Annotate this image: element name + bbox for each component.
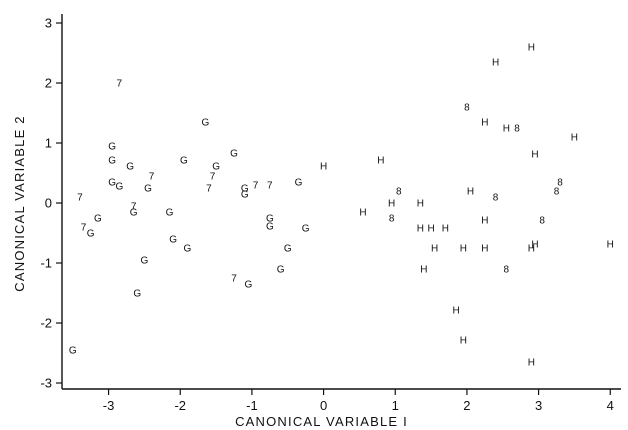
data-point-8: 8 (464, 103, 470, 114)
x-tick-label: 2 (463, 398, 470, 413)
data-point-G: G (130, 208, 138, 219)
data-point-7: 7 (117, 79, 123, 90)
x-tick-label: -2 (174, 398, 186, 413)
data-point-H: H (571, 133, 578, 144)
data-point-G: G (169, 235, 177, 246)
data-point-H: H (531, 239, 538, 250)
data-point-H: H (481, 118, 488, 129)
data-point-G: G (126, 161, 134, 172)
data-point-H: H (467, 187, 474, 198)
data-point-G: G (133, 289, 141, 300)
data-point-G: G (295, 178, 303, 189)
data-point-H: H (417, 199, 424, 210)
data-point-H: H (388, 199, 395, 210)
data-point-G: G (115, 182, 123, 193)
data-point-8: 8 (389, 214, 395, 225)
x-tick-label: 1 (392, 398, 399, 413)
x-tick-label: 0 (320, 398, 327, 413)
data-point-G: G (144, 184, 152, 195)
data-point-G: G (108, 155, 116, 166)
data-point-G: G (302, 224, 310, 235)
data-point-G: G (244, 280, 252, 291)
data-point-8: 8 (504, 265, 510, 276)
data-point-H: H (320, 161, 327, 172)
data-point-7: 7 (149, 172, 155, 183)
y-tick-label: -1 (40, 256, 52, 271)
data-point-G: G (266, 221, 274, 232)
data-point-G: G (277, 265, 285, 276)
data-point-H: H (460, 244, 467, 255)
data-point-G: G (87, 229, 95, 240)
data-point-G: G (284, 244, 292, 255)
data-point-H: H (442, 224, 449, 235)
data-point-H: H (427, 224, 434, 235)
data-point-8: 8 (514, 124, 520, 135)
data-point-H: H (481, 244, 488, 255)
data-point-G: G (266, 214, 274, 225)
data-point-H: H (503, 124, 510, 135)
data-point-H: H (492, 58, 499, 69)
data-point-8: 8 (557, 178, 563, 189)
x-tick-label: -3 (103, 398, 115, 413)
data-point-H: H (607, 239, 614, 250)
y-tick-label: -2 (40, 316, 52, 331)
y-axis-title: CANONICAL VARIABLE 2 (12, 115, 27, 291)
data-point-G: G (241, 184, 249, 195)
data-point-G: G (201, 118, 209, 129)
x-tick-label: 4 (607, 398, 614, 413)
data-point-H: H (417, 224, 424, 235)
data-point-G: G (166, 208, 174, 219)
data-point-8: 8 (539, 215, 545, 226)
data-point-H: H (528, 43, 535, 54)
data-point-H: H (377, 155, 384, 166)
data-point-7: 7 (253, 181, 259, 192)
x-axis-title: CANONICAL VARIABLE I (235, 414, 408, 429)
data-point-G: G (230, 149, 238, 160)
x-tick-label: -1 (246, 398, 258, 413)
y-tick-label: 1 (45, 136, 52, 151)
data-point-H: H (460, 335, 467, 346)
data-point-G: G (69, 346, 77, 357)
data-point-G: G (241, 190, 249, 201)
axes: -3 -2 -1 0 1 2 3 4 -3 -2 -1 0 1 2 3 (40, 14, 621, 413)
data-point-G: G (108, 178, 116, 189)
data-point-8: 8 (554, 187, 560, 198)
data-point-8: 8 (493, 193, 499, 204)
data-point-H: H (359, 208, 366, 219)
data-point-G: G (94, 214, 102, 225)
data-point-G: G (184, 244, 192, 255)
y-tick-label: 2 (45, 76, 52, 91)
x-tick-label: 3 (535, 398, 542, 413)
data-point-H: H (420, 265, 427, 276)
data-point-H: H (531, 149, 538, 160)
data-point-G: G (141, 256, 149, 267)
data-point-H: H (453, 305, 460, 316)
data-point-H: H (528, 244, 535, 255)
data-point-7: 7 (77, 193, 83, 204)
data-point-H: H (481, 215, 488, 226)
data-point-7: 7 (267, 181, 273, 192)
data-point-H: H (528, 358, 535, 369)
data-point-G: G (180, 155, 188, 166)
data-point-7: 7 (231, 274, 237, 285)
data-point-G: G (212, 161, 220, 172)
data-point-7: 7 (131, 202, 137, 213)
y-tick-label: 3 (45, 16, 52, 31)
data-point-H: H (431, 244, 438, 255)
data-point-7: 7 (81, 223, 87, 234)
data-point-8: 8 (396, 187, 402, 198)
data-point-G: G (108, 142, 116, 153)
data-point-7: 7 (206, 184, 212, 195)
data-point-7: 7 (210, 172, 216, 183)
y-tick-label: 0 (45, 196, 52, 211)
y-tick-label: -3 (40, 376, 52, 391)
